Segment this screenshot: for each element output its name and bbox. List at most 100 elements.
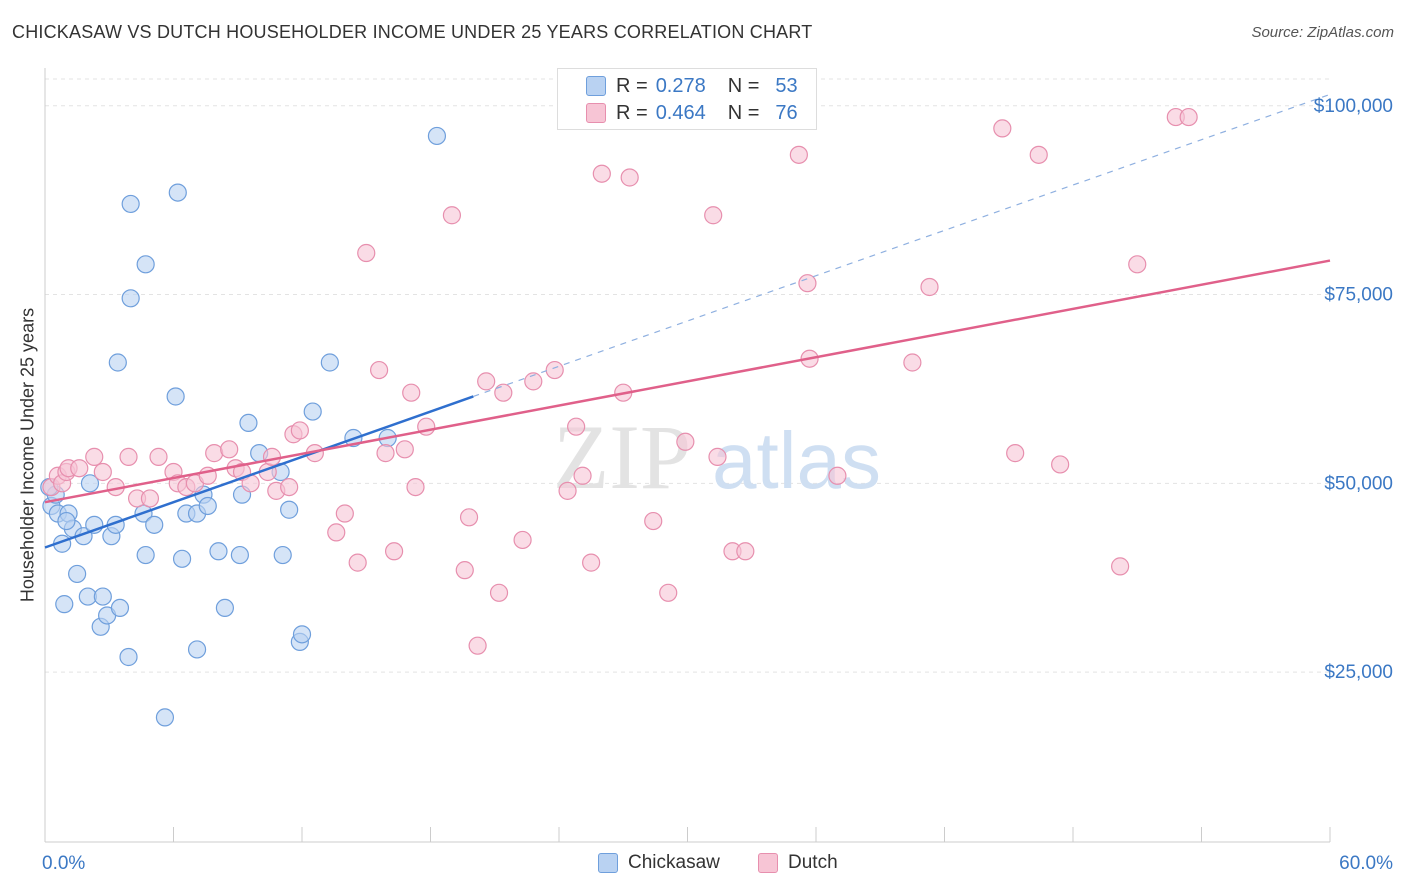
trend-line-chickasaw <box>44 395 474 549</box>
data-point-dutch <box>442 206 462 225</box>
data-point-dutch <box>558 481 577 500</box>
data-point-dutch <box>262 447 282 466</box>
data-point-dutch <box>676 432 695 451</box>
data-point-chickasaw <box>57 511 76 531</box>
axes <box>44 68 1331 843</box>
data-point-dutch <box>573 466 592 485</box>
data-point-dutch <box>644 511 663 531</box>
data-point-dutch <box>290 421 309 440</box>
watermark-atlas: atlas <box>712 416 881 505</box>
legend-n-label: N = <box>727 101 760 124</box>
data-point-dutch <box>903 353 922 372</box>
data-point-chickasaw <box>168 183 187 202</box>
data-point-dutch <box>395 440 414 459</box>
x-tick-labels: 0.0% 60.0% <box>42 853 1393 874</box>
data-point-dutch <box>659 583 678 602</box>
data-point-dutch <box>592 164 611 183</box>
data-point-chickasaw <box>121 289 140 308</box>
data-point-chickasaw <box>187 640 207 659</box>
data-point-dutch <box>513 530 532 550</box>
legend-label-dutch: Dutch <box>788 852 838 873</box>
legend-swatch-dutch <box>586 103 606 123</box>
grid-lines <box>45 78 1330 673</box>
data-point-dutch <box>1179 107 1198 127</box>
legend-r-value: 0.464 <box>655 101 706 124</box>
legend-item-dutch[interactable]: Dutch <box>758 852 838 874</box>
source-label: Source: ZipAtlas.com <box>1251 24 1394 41</box>
legend-swatch-dutch <box>758 853 778 873</box>
data-point-dutch <box>140 489 160 508</box>
data-point-dutch <box>376 444 395 463</box>
data-point-dutch <box>489 583 509 602</box>
legend-label-chickasaw: Chickasaw <box>628 852 720 873</box>
data-point-dutch <box>524 372 543 391</box>
data-point-chickasaw <box>108 353 127 372</box>
data-point-chickasaw <box>136 255 155 274</box>
legend-item-chickasaw[interactable]: Chickasaw <box>598 852 720 874</box>
legend-row-chickasaw: R = 0.278 N = 53 <box>558 73 798 99</box>
data-point-chickasaw <box>145 515 164 534</box>
data-point-dutch <box>348 553 367 572</box>
trend-lines <box>44 94 1331 549</box>
data-point-chickasaw <box>110 598 130 618</box>
series-dutch-points <box>42 107 1198 655</box>
data-point-chickasaw <box>166 387 185 406</box>
data-point-dutch <box>798 274 817 293</box>
data-point-dutch <box>149 447 168 466</box>
data-point-chickasaw <box>273 545 292 565</box>
data-point-chickasaw <box>93 587 112 606</box>
y-tick-label: $50,000 <box>1324 473 1393 494</box>
data-point-chickasaw <box>136 545 155 565</box>
data-point-dutch <box>327 523 346 542</box>
data-point-chickasaw <box>320 353 339 372</box>
data-point-dutch <box>708 447 727 466</box>
y-tick-labels: $25,000 $50,000 $75,000 $100,000 <box>1314 96 1393 683</box>
y-tick-label: $75,000 <box>1324 285 1393 306</box>
data-point-dutch <box>335 504 354 523</box>
trend-line-dutch <box>44 259 1331 504</box>
data-point-dutch <box>119 447 138 466</box>
data-point-chickasaw <box>198 496 217 516</box>
data-point-dutch <box>620 168 639 187</box>
data-point-chickasaw <box>427 126 447 146</box>
data-point-chickasaw <box>119 647 138 667</box>
data-point-chickasaw <box>215 598 234 618</box>
data-point-chickasaw <box>209 542 228 561</box>
data-point-dutch <box>220 440 239 459</box>
data-point-dutch <box>789 145 808 164</box>
data-point-chickasaw <box>239 413 258 433</box>
data-point-dutch <box>357 243 376 263</box>
data-point-dutch <box>920 277 939 297</box>
data-point-chickasaw <box>280 500 299 519</box>
data-point-chickasaw <box>121 194 140 214</box>
data-point-chickasaw <box>230 545 249 565</box>
data-point-dutch <box>477 372 496 391</box>
data-point-dutch <box>370 360 389 380</box>
data-point-dutch <box>93 462 112 482</box>
x-tick-label: 60.0% <box>1339 853 1393 874</box>
data-point-dutch <box>1128 255 1147 274</box>
data-point-dutch <box>993 119 1012 138</box>
data-point-dutch <box>545 360 564 380</box>
data-point-chickasaw <box>80 474 100 493</box>
chart-title: CHICKASAW VS DUTCH HOUSEHOLDER INCOME UN… <box>12 22 813 42</box>
data-point-chickasaw <box>303 402 322 421</box>
legend-swatch-chickasaw <box>586 76 606 96</box>
data-point-dutch <box>205 444 224 463</box>
data-point-dutch <box>70 459 89 478</box>
data-point-dutch <box>280 477 299 497</box>
legend-swatch-chickasaw <box>598 853 618 873</box>
data-point-chickasaw <box>55 595 74 614</box>
legend-n-value: 76 <box>775 101 798 124</box>
data-point-dutch <box>704 206 723 225</box>
data-point-dutch <box>406 477 425 497</box>
legend-n-value: 53 <box>775 74 798 97</box>
data-point-chickasaw <box>172 549 192 568</box>
data-point-chickasaw <box>292 625 312 644</box>
data-point-dutch <box>567 417 586 436</box>
data-point-dutch <box>1006 444 1025 463</box>
data-point-dutch <box>494 383 513 402</box>
y-tick-label: $25,000 <box>1324 662 1393 683</box>
data-point-dutch <box>468 636 487 655</box>
